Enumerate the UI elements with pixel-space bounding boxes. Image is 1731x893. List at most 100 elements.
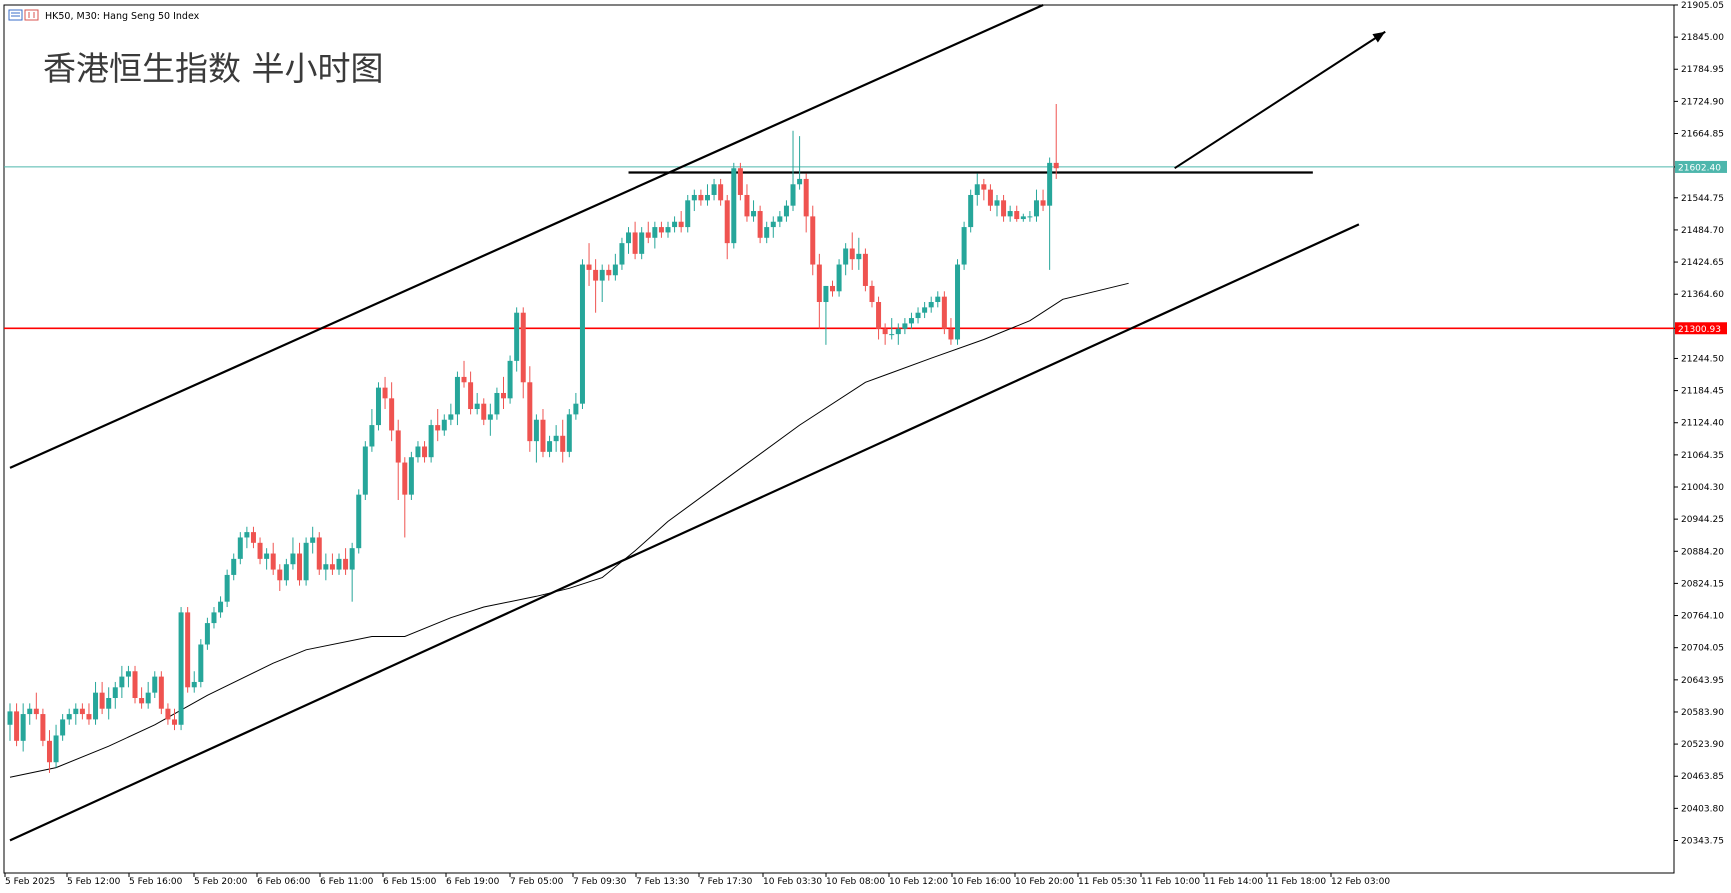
y-tick-label: 21845.00 [1681,33,1724,43]
candle [606,264,612,281]
candle [454,371,460,426]
candle [362,441,368,501]
x-tick-label: 6 Feb 19:00 [446,877,500,887]
y-tick-label: 21064.35 [1681,451,1724,461]
candle-body [93,692,99,720]
candle [777,211,783,228]
candle [14,703,20,747]
candle-body [415,446,421,458]
arrow-head [1372,31,1386,43]
candle-body [573,403,579,415]
candle-body [849,248,855,260]
candle [250,526,256,549]
candle-body [132,671,138,699]
candle [915,307,921,324]
candle-body [507,360,513,399]
candle [711,178,717,201]
candle-body [922,307,928,313]
y-tick-label: 20523.90 [1681,740,1724,750]
candle-body [718,184,724,201]
candle-body [586,264,592,270]
y-tick-label: 21364.60 [1681,290,1724,300]
candle [323,553,329,581]
x-tick-label: 7 Feb 05:00 [510,877,564,887]
candle [573,392,579,420]
x-tick-label: 7 Feb 17:30 [699,877,753,887]
candle [724,194,730,260]
candle-body [270,553,276,570]
candle-body [316,537,322,570]
candle-body [632,232,638,254]
candle [948,318,954,345]
candle-body [908,318,914,324]
candle [474,392,480,415]
candle-body [356,494,362,549]
candle [435,409,441,442]
candle [830,280,835,297]
candle-body [152,676,158,693]
candle [895,323,901,345]
direction-arrow-trendline [1174,30,1386,170]
candle [112,681,118,709]
candle [375,382,381,431]
candle-body [336,558,342,570]
candle [612,253,618,281]
candle [968,189,974,233]
candle-body [757,211,763,238]
y-tick-label: 20884.20 [1681,547,1724,557]
x-tick-label: 12 Feb 03:00 [1331,877,1390,887]
candle [415,441,421,463]
candle [481,398,487,426]
candle [310,526,316,554]
x-tick-label: 11 Feb 14:00 [1204,877,1263,887]
candle-body [876,302,882,329]
y-tick-label: 20583.90 [1681,708,1724,718]
y-tick-label: 21544.75 [1681,194,1724,204]
candle-body [974,184,980,195]
candle-body [889,334,895,336]
candle-body [468,382,474,410]
candle [468,371,474,415]
candle-body [481,403,487,420]
x-tick-label: 11 Feb 10:00 [1141,877,1200,887]
candle-body [343,558,349,570]
candle-body [290,553,296,565]
candle-body [612,264,618,276]
moving-average [9,282,1129,778]
candle-body [297,553,303,581]
candle-body [520,312,526,383]
drawing-objects [4,3,1674,842]
candle-body [329,564,335,570]
price-axis: 21905.05 21845.00 21784.95 21724.90 21664.85… [1674,1,1724,846]
candle-body [402,462,408,495]
candle [343,548,349,575]
candle-body [691,194,697,201]
candle-body [540,419,546,452]
candle-body [948,328,954,340]
candle [922,302,928,319]
candle-body [112,687,118,699]
candle-body [349,548,355,570]
candle-body [7,711,13,725]
candle [560,419,566,463]
x-tick-label: 7 Feb 09:30 [573,877,627,887]
x-tick-label: 6 Feb 15:00 [383,877,437,887]
candle [244,526,250,549]
candle-body [652,227,658,238]
y-tick-label: 20643.95 [1681,676,1724,686]
candle-body [119,676,125,688]
candle-body [527,382,533,442]
chart-menu-icon[interactable] [8,9,39,21]
candle-body [158,676,164,709]
candle [856,237,862,270]
candle [981,178,987,201]
candle-body [395,430,401,463]
x-tick-label: 5 Feb 16:00 [129,877,183,887]
candle [270,542,276,575]
candle-body [106,698,112,709]
candle-body [987,189,993,206]
candle [685,194,691,233]
candle [803,173,809,233]
